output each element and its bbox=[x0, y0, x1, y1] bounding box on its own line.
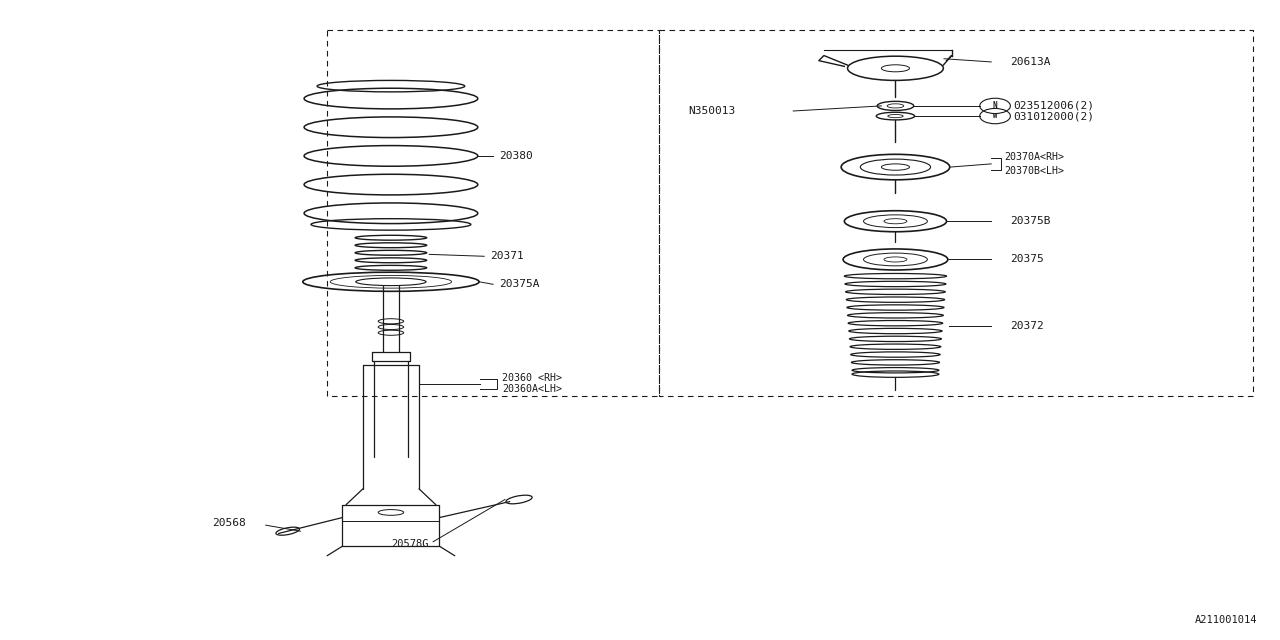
Text: 20380: 20380 bbox=[499, 150, 534, 161]
Text: 20578G: 20578G bbox=[390, 540, 429, 549]
Text: 20568: 20568 bbox=[212, 518, 246, 527]
Text: 20375B: 20375B bbox=[1010, 216, 1051, 226]
Text: 20613A: 20613A bbox=[1010, 57, 1051, 67]
Text: 023512006(2): 023512006(2) bbox=[1012, 101, 1094, 111]
Text: 20370A<RH>: 20370A<RH> bbox=[1004, 152, 1064, 162]
Text: N: N bbox=[993, 101, 997, 110]
Text: N350013: N350013 bbox=[689, 106, 736, 116]
Text: 20360 <RH>: 20360 <RH> bbox=[502, 373, 562, 383]
Text: 20375A: 20375A bbox=[499, 279, 540, 289]
Text: 20375: 20375 bbox=[1010, 255, 1044, 264]
Text: 20360A<LH>: 20360A<LH> bbox=[502, 385, 562, 394]
Text: 20370B<LH>: 20370B<LH> bbox=[1004, 166, 1064, 176]
Text: A211001014: A211001014 bbox=[1194, 614, 1257, 625]
Text: 20371: 20371 bbox=[490, 252, 525, 261]
Text: W: W bbox=[993, 113, 997, 119]
Text: 20372: 20372 bbox=[1010, 321, 1044, 332]
Text: 031012000(2): 031012000(2) bbox=[1012, 111, 1094, 121]
